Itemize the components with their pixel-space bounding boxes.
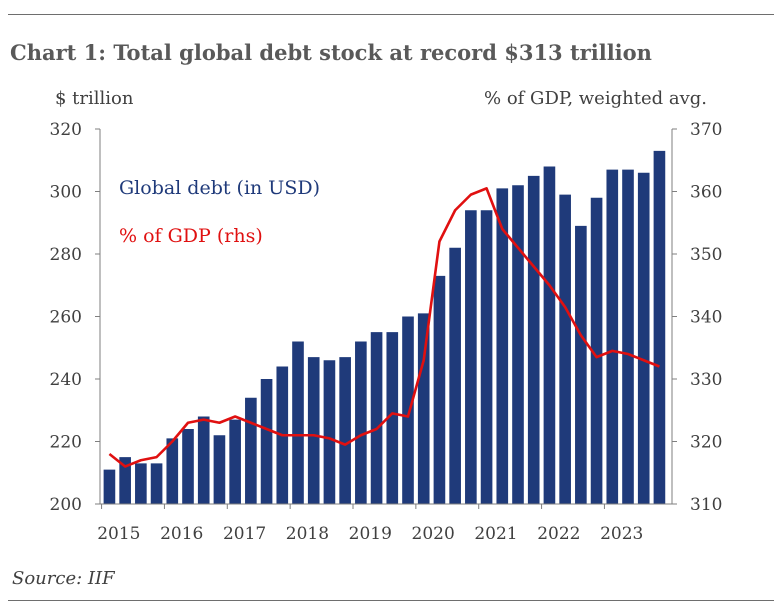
line-layer	[108, 187, 660, 468]
debt-bar	[417, 313, 430, 504]
debt-bar	[465, 210, 477, 504]
source-note: Source: IIF	[12, 568, 115, 589]
debt-bar	[386, 332, 399, 504]
bottom-rule	[8, 600, 774, 601]
right-axis-unit-label: % of GDP, weighted avg.	[484, 88, 707, 109]
debt-bar	[245, 397, 257, 504]
left-tick-label: 260	[50, 308, 82, 328]
debt-bar	[590, 197, 603, 504]
left-tick-label: 220	[50, 433, 82, 453]
debt-bar	[575, 225, 587, 504]
debt-bar	[622, 169, 634, 504]
left-tick-label: 320	[50, 120, 82, 140]
debt-bar	[433, 275, 446, 504]
x-tick-label: 2016	[160, 524, 203, 544]
right-tick-label: 330	[690, 370, 722, 390]
debt-bar	[135, 463, 147, 504]
x-tick-label: 2020	[412, 524, 455, 544]
x-tick-label: 2017	[223, 524, 266, 544]
left-tick-label: 300	[50, 183, 82, 203]
x-tick-label: 2022	[537, 524, 580, 544]
debt-bar	[323, 360, 336, 504]
debt-bar	[307, 357, 320, 504]
debt-bar	[543, 166, 556, 504]
debt-bar	[103, 469, 116, 504]
left-axis-unit-label: $ trillion	[55, 88, 134, 109]
right-tick-label: 360	[690, 183, 722, 203]
debt-bar	[480, 210, 493, 504]
debt-bar	[213, 435, 226, 504]
debt-bar	[339, 357, 351, 504]
top-rule	[8, 14, 774, 15]
debt-bar	[512, 185, 524, 504]
legend-debt-label: Global debt (in USD)	[119, 177, 320, 199]
debt-bar	[197, 416, 210, 504]
debt-bar	[150, 463, 163, 504]
right-tick-label: 310	[690, 495, 722, 515]
x-tick-label: 2018	[286, 524, 329, 544]
x-tick-label: 2015	[97, 524, 140, 544]
left-tick-label: 240	[50, 370, 82, 390]
debt-bar	[229, 419, 241, 504]
right-tick-label: 340	[690, 308, 722, 328]
debt-bar	[496, 188, 509, 504]
debt-bar	[260, 379, 273, 504]
debt-bar	[370, 332, 383, 504]
left-tick-label: 280	[50, 245, 82, 265]
debt-bar	[653, 150, 666, 504]
legend-gdp-label: % of GDP (rhs)	[119, 225, 263, 247]
right-tick-label: 350	[690, 245, 722, 265]
debt-bar	[527, 175, 540, 504]
debt-bar	[166, 438, 179, 504]
debt-bar	[449, 247, 461, 504]
debt-bar	[559, 194, 571, 504]
right-tick-label: 320	[690, 433, 722, 453]
debt-bar	[402, 316, 414, 504]
x-tick-label: 2019	[349, 524, 392, 544]
x-tick-label: 2023	[600, 524, 643, 544]
right-tick-label: 370	[690, 120, 722, 140]
debt-bar	[292, 341, 304, 504]
debt-bar	[637, 172, 650, 504]
ticks-layer: 200 220 240 260 280 300 320 310 320 330 340 350 360 3…	[50, 120, 723, 544]
left-tick-label: 200	[50, 495, 82, 515]
debt-bar	[182, 429, 194, 504]
debt-bar	[119, 457, 131, 504]
debt-bar	[606, 169, 619, 504]
debt-bar	[355, 341, 367, 504]
bars-layer	[103, 150, 666, 504]
chart-title: Chart 1: Total global debt stock at reco…	[10, 40, 652, 65]
gdp-ratio-line	[108, 187, 660, 468]
x-tick-label: 2021	[474, 524, 517, 544]
axes-layer	[95, 128, 677, 509]
